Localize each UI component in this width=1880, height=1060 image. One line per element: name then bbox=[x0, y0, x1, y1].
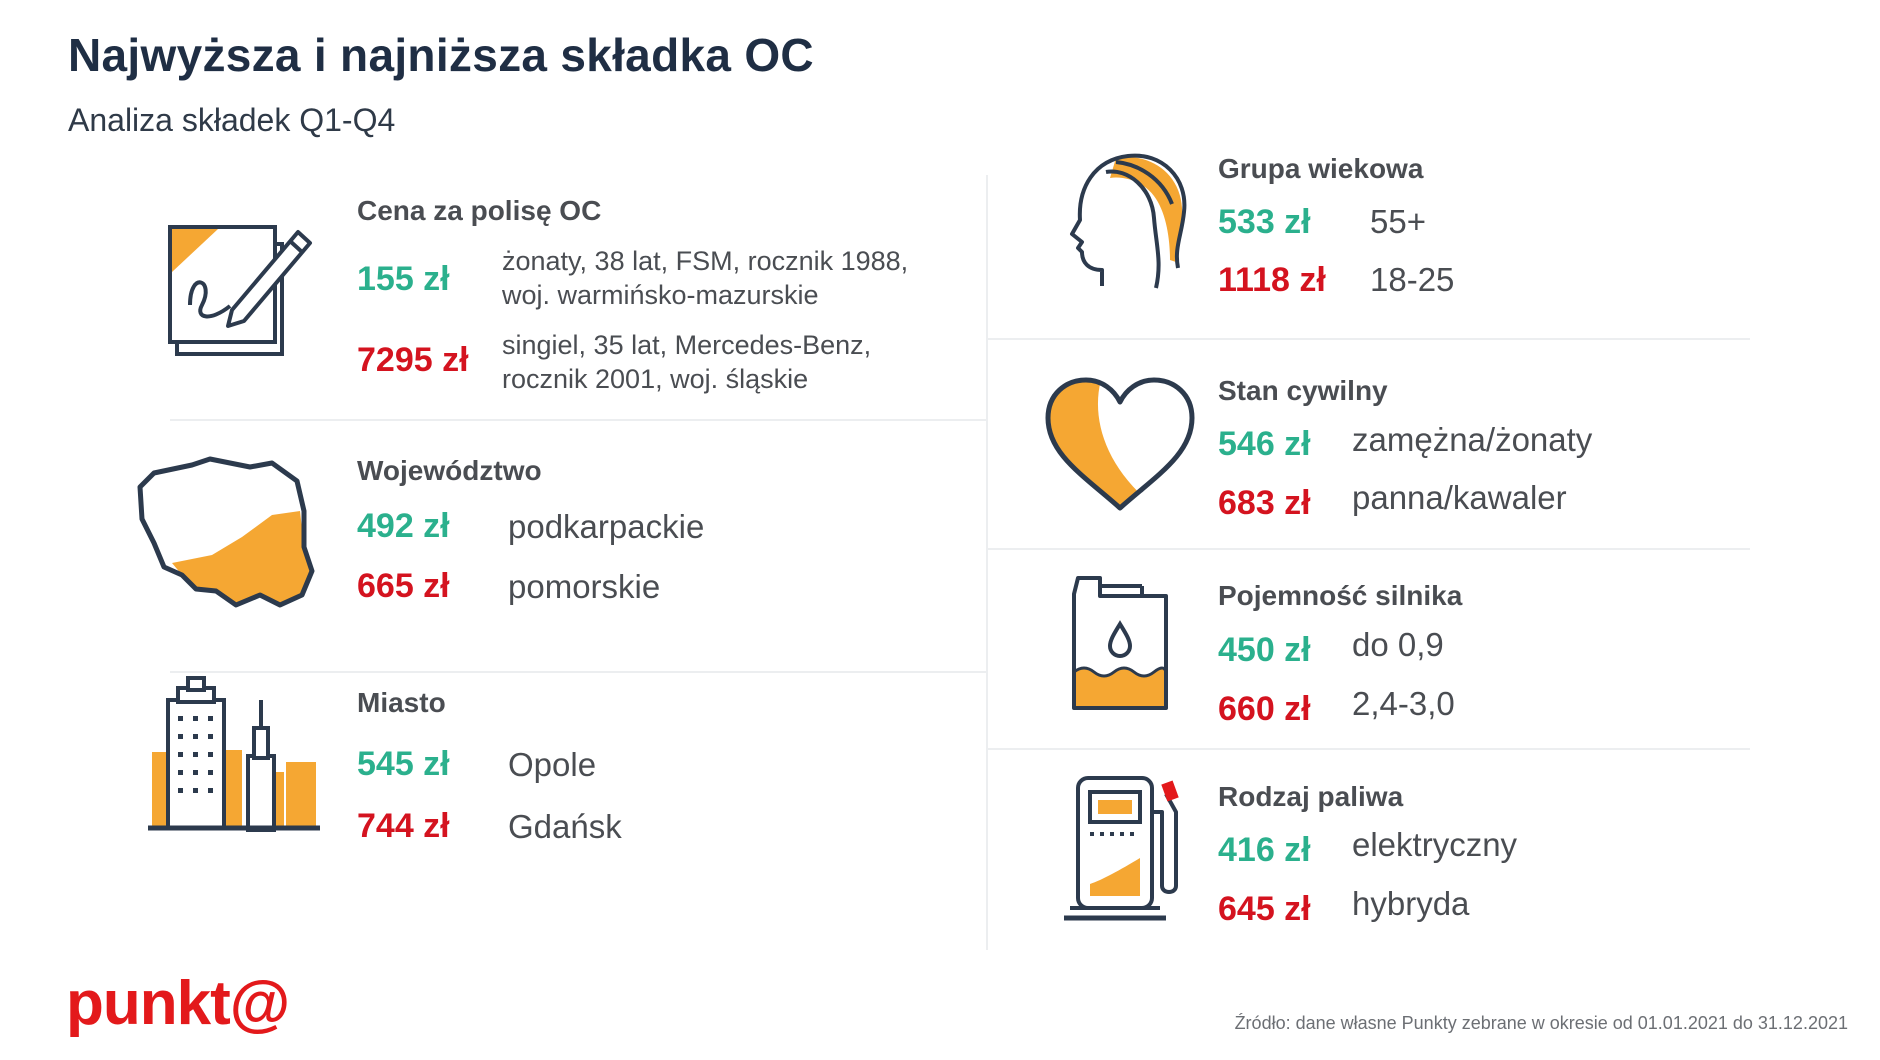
engine-low-value: 450 zł bbox=[1218, 631, 1311, 669]
divider-left-1 bbox=[170, 419, 986, 421]
page-subtitle: Analiza składek Q1-Q4 bbox=[68, 102, 396, 138]
page-title: Najwyższa i najniższa składka OC bbox=[68, 29, 814, 81]
voivodeship-title: Województwo bbox=[357, 455, 542, 486]
divider-left-2 bbox=[170, 671, 986, 673]
price-low-desc-2: woj. warmińsko-mazurskie bbox=[502, 280, 819, 310]
price-low-desc-1: żonaty, 38 lat, FSM, rocznik 1988, bbox=[502, 246, 909, 276]
city-buildings-icon bbox=[148, 676, 320, 832]
engine-high-desc: 2,4-3,0 bbox=[1352, 685, 1455, 722]
fuel-title: Rodzaj paliwa bbox=[1218, 781, 1404, 812]
marital-high-value: 683 zł bbox=[1218, 484, 1311, 522]
voivodeship-low-desc: podkarpackie bbox=[508, 508, 705, 545]
price-high-value: 7295 zł bbox=[357, 341, 469, 379]
oil-canister-icon bbox=[1070, 572, 1170, 712]
price-title: Cena za polisę OC bbox=[357, 195, 602, 226]
price-high-desc-1: singiel, 35 lat, Mercedes-Benz, bbox=[502, 330, 872, 360]
fuel-low-value: 416 zł bbox=[1218, 831, 1311, 869]
head-profile-icon bbox=[1058, 148, 1192, 300]
fuel-high-value: 645 zł bbox=[1218, 890, 1311, 928]
age-title: Grupa wiekowa bbox=[1218, 153, 1424, 184]
contract-signature-icon bbox=[160, 210, 320, 370]
poland-map-icon bbox=[132, 455, 322, 620]
fuel-high-desc: hybryda bbox=[1352, 885, 1470, 922]
marital-low-desc: zamężna/żonaty bbox=[1352, 421, 1593, 458]
source-note: Źródło: dane własne Punkty zebrane w okr… bbox=[1234, 1013, 1848, 1033]
engine-high-value: 660 zł bbox=[1218, 690, 1311, 728]
divider-right-1 bbox=[988, 338, 1750, 340]
engine-title: Pojemność silnika bbox=[1218, 580, 1463, 611]
age-high-desc: 18-25 bbox=[1370, 261, 1455, 298]
city-high-value: 744 zł bbox=[357, 807, 450, 845]
marital-low-value: 546 zł bbox=[1218, 425, 1311, 463]
price-high-desc-2: rocznik 2001, woj. śląskie bbox=[502, 364, 809, 394]
marital-high-desc: panna/kawaler bbox=[1352, 479, 1567, 516]
city-high-desc: Gdańsk bbox=[508, 808, 622, 845]
punkta-logo: punkt@ bbox=[66, 969, 290, 1038]
age-high-value: 1118 zł bbox=[1218, 261, 1326, 299]
column-divider bbox=[986, 175, 988, 950]
engine-low-desc: do 0,9 bbox=[1352, 626, 1444, 663]
age-low-desc: 55+ bbox=[1370, 203, 1426, 240]
city-title: Miasto bbox=[357, 687, 446, 718]
heart-icon bbox=[1044, 376, 1196, 516]
fuel-low-desc: elektryczny bbox=[1352, 826, 1518, 863]
voivodeship-low-value: 492 zł bbox=[357, 507, 450, 545]
age-low-value: 533 zł bbox=[1218, 203, 1311, 241]
price-low-value: 155 zł bbox=[357, 260, 450, 298]
voivodeship-high-desc: pomorskie bbox=[508, 568, 661, 605]
marital-title: Stan cywilny bbox=[1218, 375, 1388, 406]
divider-right-2 bbox=[988, 548, 1750, 550]
fuel-pump-icon bbox=[1058, 772, 1188, 924]
city-low-desc: Opole bbox=[508, 746, 597, 783]
city-low-value: 545 zł bbox=[357, 745, 450, 783]
divider-right-3 bbox=[988, 748, 1750, 750]
voivodeship-high-value: 665 zł bbox=[357, 567, 450, 605]
